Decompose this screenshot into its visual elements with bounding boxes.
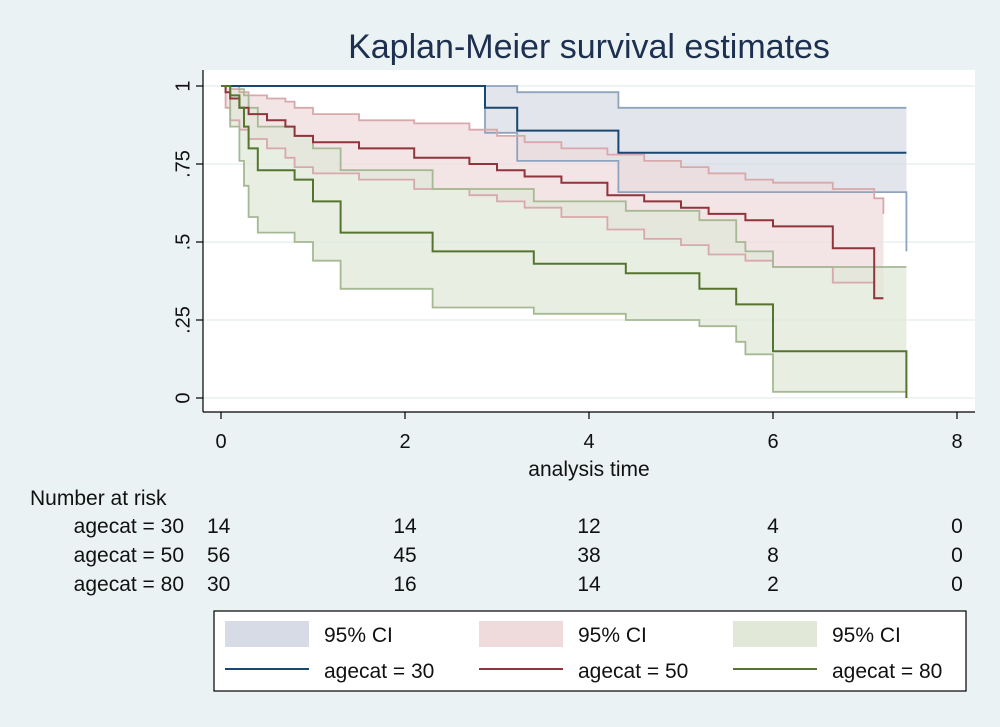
x-tick-label-2: 4 [583, 431, 594, 453]
risk-count-2-3: 2 [767, 573, 779, 596]
ci-band-0 [221, 86, 907, 252]
legend-line-label-0: agecat = 30 [324, 660, 434, 683]
x-tick-label-0: 0 [215, 431, 226, 453]
survival-line-0 [221, 85, 907, 154]
risk-count-0-2: 12 [577, 515, 600, 538]
survival-line-2 [221, 85, 908, 398]
x-axis-label: analysis time [528, 458, 649, 481]
legend-ci-label-1: 95% CI [578, 624, 647, 647]
risk-table-title: Number at risk [30, 487, 167, 510]
risk-count-2-4: 0 [951, 573, 963, 596]
risk-count-0-0: 14 [207, 515, 231, 538]
risk-table: Number at risk agecat = 30 14 14 12 4 0 agecat … [30, 487, 963, 596]
y-tick-label-4: 1 [172, 80, 194, 91]
risk-count-2-0: 30 [207, 573, 230, 596]
legend-ci-label-0: 95% CI [324, 624, 393, 647]
ci-upper-line-1 [221, 85, 885, 214]
legend-ci-label-2: 95% CI [832, 624, 901, 647]
x-tick-label-3: 6 [767, 431, 778, 453]
x-tick-label-4: 8 [951, 431, 962, 453]
plot-area: 0 .25 .5 .75 1 0 2 4 6 8 [172, 70, 975, 453]
legend-ci-swatch-0 [225, 621, 309, 647]
legend-ci-swatch-2 [733, 621, 817, 647]
legend-ci-swatch-1 [479, 621, 563, 647]
y-tick-label-1: .25 [172, 306, 194, 334]
chart-title: Kaplan-Meier survival estimates [348, 28, 830, 66]
risk-count-1-2: 38 [577, 544, 600, 567]
y-tick-label-2: .5 [172, 234, 194, 251]
legend-line-label-1: agecat = 50 [578, 660, 688, 683]
ci-band-2 [221, 86, 907, 392]
risk-count-1-3: 8 [767, 544, 779, 567]
survival-line-1 [221, 85, 884, 300]
legend: 95% CI 95% CI 95% CI agecat = 30 agecat = 50… [213, 610, 967, 692]
risk-count-1-0: 56 [207, 544, 230, 567]
y-tick-label-0: 0 [172, 392, 194, 403]
legend-box [213, 610, 967, 692]
risk-count-2-1: 16 [393, 573, 416, 596]
risk-count-2-2: 14 [577, 573, 601, 596]
risk-row-label-2: agecat = 80 [74, 573, 184, 596]
risk-count-0-3: 4 [767, 515, 779, 538]
risk-row-label-0: agecat = 30 [74, 515, 184, 538]
risk-row-label-1: agecat = 50 [74, 544, 184, 567]
legend-line-label-2: agecat = 80 [832, 660, 942, 683]
risk-count-1-4: 0 [951, 544, 963, 567]
risk-count-1-1: 45 [393, 544, 416, 567]
ci-upper-line-2 [221, 85, 907, 268]
ci-lower-line-2 [221, 85, 907, 393]
x-tick-label-1: 2 [399, 431, 410, 453]
risk-count-0-4: 0 [951, 515, 963, 538]
risk-count-0-1: 14 [393, 515, 417, 538]
y-tick-label-3: .75 [172, 150, 194, 178]
